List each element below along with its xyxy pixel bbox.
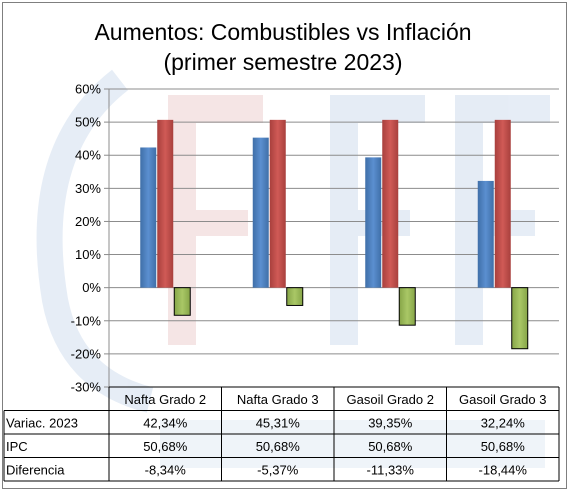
bar-diferencia-2 — [398, 287, 416, 326]
bar-ipc-0 — [157, 119, 174, 288]
y-tick-label: 40% — [75, 148, 101, 163]
y-tick-label: 30% — [75, 181, 101, 196]
category-label: Nafta Grado 2 — [124, 392, 206, 407]
bar-ipc-3 — [494, 119, 511, 288]
bars — [140, 119, 529, 350]
bar-ipc-1 — [269, 119, 286, 288]
bar-diferencia-3 — [511, 287, 529, 350]
y-tick-label: 60% — [75, 82, 101, 97]
y-tick-label: -20% — [71, 346, 102, 361]
bar-variac-2023-3 — [477, 180, 494, 288]
data-label: -5,37% — [257, 463, 299, 478]
chart-title: Aumentos: Combustibles vs Inflación — [94, 19, 471, 45]
data-label: 39,35% — [368, 416, 413, 431]
data-label: -11,33% — [367, 463, 415, 478]
y-tick-label: 20% — [75, 214, 101, 229]
data-label: 50,68% — [481, 439, 526, 454]
bar-diferencia-1 — [286, 287, 304, 306]
series-name-label: IPC — [6, 439, 28, 454]
category-label: Gasoil Grado 2 — [347, 392, 434, 407]
data-label: 32,24% — [481, 416, 526, 431]
chart-subtitle: (primer semestre 2023) — [163, 49, 402, 75]
bar-ipc-2 — [382, 119, 399, 288]
data-label: 45,31% — [256, 416, 301, 431]
y-tick-label: 0% — [82, 280, 101, 295]
y-tick-label: 50% — [75, 115, 101, 130]
data-label: -18,44% — [479, 463, 528, 478]
data-label: -8,34% — [145, 463, 187, 478]
bar-variac-2023-2 — [365, 157, 382, 288]
data-table: Nafta Grado 2 Nafta Grado 3 Gasoil Grado 2… — [3, 386, 560, 482]
data-label: 50,68% — [143, 439, 188, 454]
y-tick-label: 10% — [75, 247, 101, 262]
y-tick-label: -30% — [71, 380, 102, 395]
category-label: Nafta Grado 3 — [237, 392, 319, 407]
bar-variac-2023-1 — [252, 137, 269, 288]
watermark-logo — [36, 69, 550, 468]
data-label: 50,68% — [256, 439, 301, 454]
data-label: 42,34% — [143, 416, 188, 431]
y-axis: 60% 50% 40% 30% 20% 10% 0% -10% -20% -30% — [71, 82, 110, 395]
bar-diferencia-0 — [173, 287, 191, 316]
data-label: 50,68% — [368, 439, 413, 454]
y-tick-label: -10% — [71, 313, 102, 328]
bar-variac-2023-0 — [140, 147, 157, 288]
series-name-label: Diferencia — [6, 463, 65, 478]
category-label: Gasoil Grado 3 — [459, 392, 546, 407]
series-name-label: Variac. 2023 — [6, 416, 78, 431]
